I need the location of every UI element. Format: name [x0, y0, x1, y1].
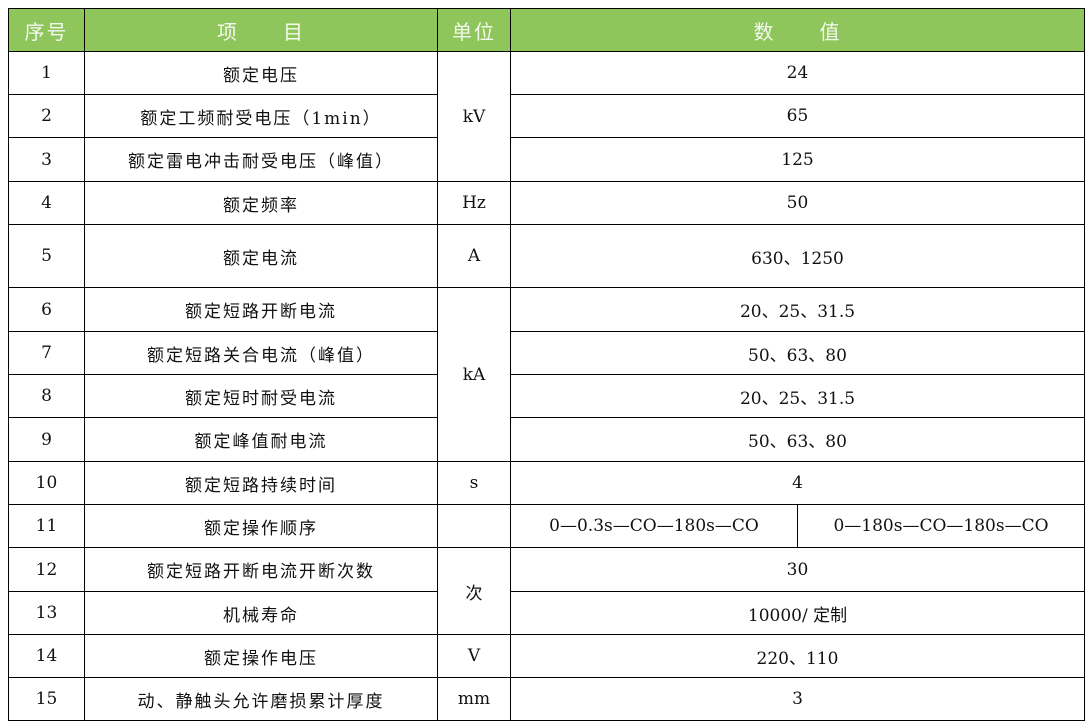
row-item: 额定操作电压	[84, 634, 438, 678]
row-number: 13	[8, 591, 85, 635]
row-value: 20、25、31.5	[510, 287, 1085, 332]
row-item: 额定短时耐受电流	[84, 374, 438, 418]
row-item: 额定短路开断电流	[84, 287, 438, 332]
header-value: 数 值	[510, 8, 1085, 52]
row-unit: 次	[437, 547, 511, 635]
row-unit	[437, 504, 511, 548]
table-row: 10 额定短路持续时间 s 4	[8, 461, 1085, 505]
row-unit: Hz	[437, 181, 511, 225]
table-row: 3 额定雷电冲击耐受电压（峰值） 125	[8, 137, 1085, 182]
row-unit: kA	[437, 287, 511, 462]
row-item: 额定操作顺序	[84, 504, 438, 548]
row-item: 额定电压	[84, 51, 438, 95]
row-unit: s	[437, 461, 511, 505]
row-number: 14	[8, 634, 85, 678]
row-number: 8	[8, 374, 85, 418]
row-item: 动、静触头允许磨损累计厚度	[84, 677, 438, 721]
row-value: 630、1250	[510, 224, 1085, 288]
row-item: 额定频率	[84, 181, 438, 225]
row-unit: V	[437, 634, 511, 678]
table-row: 1 额定电压 kV 24	[8, 51, 1085, 182]
row-number: 7	[8, 331, 85, 375]
row-value: 4	[510, 461, 1085, 505]
row-item: 额定雷电冲击耐受电压（峰值）	[84, 137, 438, 182]
row-item: 额定工频耐受电压（1min）	[84, 94, 438, 138]
header-item: 项 目	[84, 8, 438, 52]
row-number: 2	[8, 94, 85, 138]
row-value: 50	[510, 181, 1085, 225]
table-row: 11 额定操作顺序 0—0.3s—CO—180s—CO 0—180s—CO—180s—…	[8, 504, 1085, 548]
row-number: 9	[8, 417, 85, 462]
row-item: 额定短路关合电流（峰值）	[84, 331, 438, 375]
table-row: 7 额定短路关合电流（峰值） 50、63、80	[8, 331, 1085, 375]
row-number: 4	[8, 181, 85, 225]
header-no: 序号	[8, 8, 85, 52]
row-number: 12	[8, 547, 85, 592]
table-row: 12 额定短路开断电流开断次数次 30	[8, 547, 1085, 635]
row-item: 额定短路开断电流开断次数	[84, 547, 438, 592]
table-row: 5 额定电流 A 630、1250	[8, 224, 1085, 288]
row-value: 125	[510, 137, 1085, 182]
table-row: 2 额定工频耐受电压（1min） 65	[8, 94, 1085, 138]
row-number: 15	[8, 677, 85, 721]
row-value-b: 0—180s—CO—180s—CO	[797, 504, 1085, 548]
table-row: 14 额定操作电压 V 220、110	[8, 634, 1085, 678]
spec-table: 序号 项 目 单位 数 值 1 额定电压 kV 24 2 额定工频耐受电压（1min） 65…	[8, 8, 1085, 721]
row-value: 220、110	[510, 634, 1085, 678]
row-number: 10	[8, 461, 85, 505]
row-value-a: 0—0.3s—CO—180s—CO	[510, 504, 798, 548]
row-item: 机械寿命	[84, 591, 438, 635]
row-number: 6	[8, 287, 85, 332]
row-number: 11	[8, 504, 85, 548]
row-value: 24	[510, 51, 1085, 95]
row-value: 65	[510, 94, 1085, 138]
row-item: 额定电流	[84, 224, 438, 288]
table-row: 15 动、静触头允许磨损累计厚度 mm 3	[8, 677, 1085, 721]
row-item: 额定峰值耐电流	[84, 417, 438, 462]
table-row: 9 额定峰值耐电流 50、63、80	[8, 417, 1085, 462]
row-value: 10000/ 定制	[510, 591, 1085, 635]
table-row: 6 额定短路开断电流 kA 20、25、31.5	[8, 287, 1085, 462]
row-value: 50、63、80	[510, 331, 1085, 375]
row-number: 3	[8, 137, 85, 182]
row-value: 20、25、31.5	[510, 374, 1085, 418]
row-number: 5	[8, 224, 85, 288]
table-row: 13 机械寿命 10000/ 定制	[8, 591, 1085, 635]
header-row: 序号 项 目 单位 数 值	[8, 8, 1085, 52]
row-value: 3	[510, 677, 1085, 721]
row-unit: A	[437, 224, 511, 288]
header-unit: 单位	[437, 8, 511, 52]
row-number: 1	[8, 51, 85, 95]
row-unit: mm	[437, 677, 511, 721]
row-value: 30	[510, 547, 1085, 592]
row-unit: kV	[437, 51, 511, 182]
table-row: 8 额定短时耐受电流 20、25、31.5	[8, 374, 1085, 418]
row-value: 50、63、80	[510, 417, 1085, 462]
row-item: 额定短路持续时间	[84, 461, 438, 505]
table-row: 4 额定频率 Hz 50	[8, 181, 1085, 225]
